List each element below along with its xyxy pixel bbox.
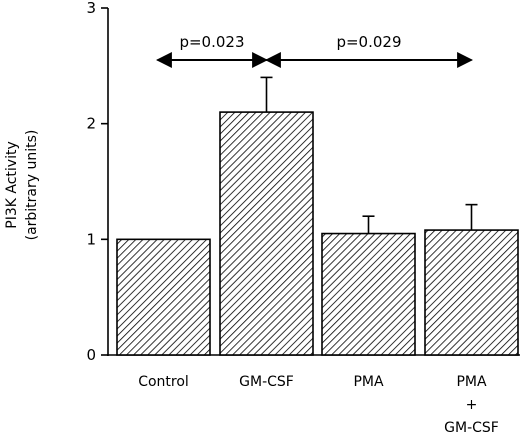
bar <box>219 111 314 356</box>
bar <box>424 229 519 356</box>
category-label: GM-CSF <box>239 374 294 390</box>
bars <box>116 76 519 356</box>
category-label: GM-CSF <box>444 420 499 436</box>
bar <box>116 238 211 356</box>
category-labels: Control GM-CSF PMA PMA + GM-CSF <box>138 374 499 436</box>
category-label: Control <box>138 374 189 390</box>
y-axis-title: PI3K Activity (arbitrary units) <box>4 130 40 241</box>
y-tick-label: 2 <box>86 115 96 133</box>
y-tick-label: 3 <box>86 0 96 17</box>
p-value-label: p=0.023 <box>179 33 244 51</box>
y-tick-label: 0 <box>86 346 96 364</box>
p-value-label: p=0.029 <box>336 33 401 51</box>
category-label: PMA <box>353 374 384 390</box>
y-tick-label: 1 <box>86 230 96 248</box>
y-axis-title-line: PI3K Activity <box>4 141 20 228</box>
category-label: PMA <box>456 374 487 390</box>
significance-annotations: p=0.023 p=0.029 <box>155 33 474 68</box>
y-axis-title-line: (arbitrary units) <box>24 130 40 241</box>
bar <box>321 232 416 356</box>
category-label: + <box>466 397 478 413</box>
